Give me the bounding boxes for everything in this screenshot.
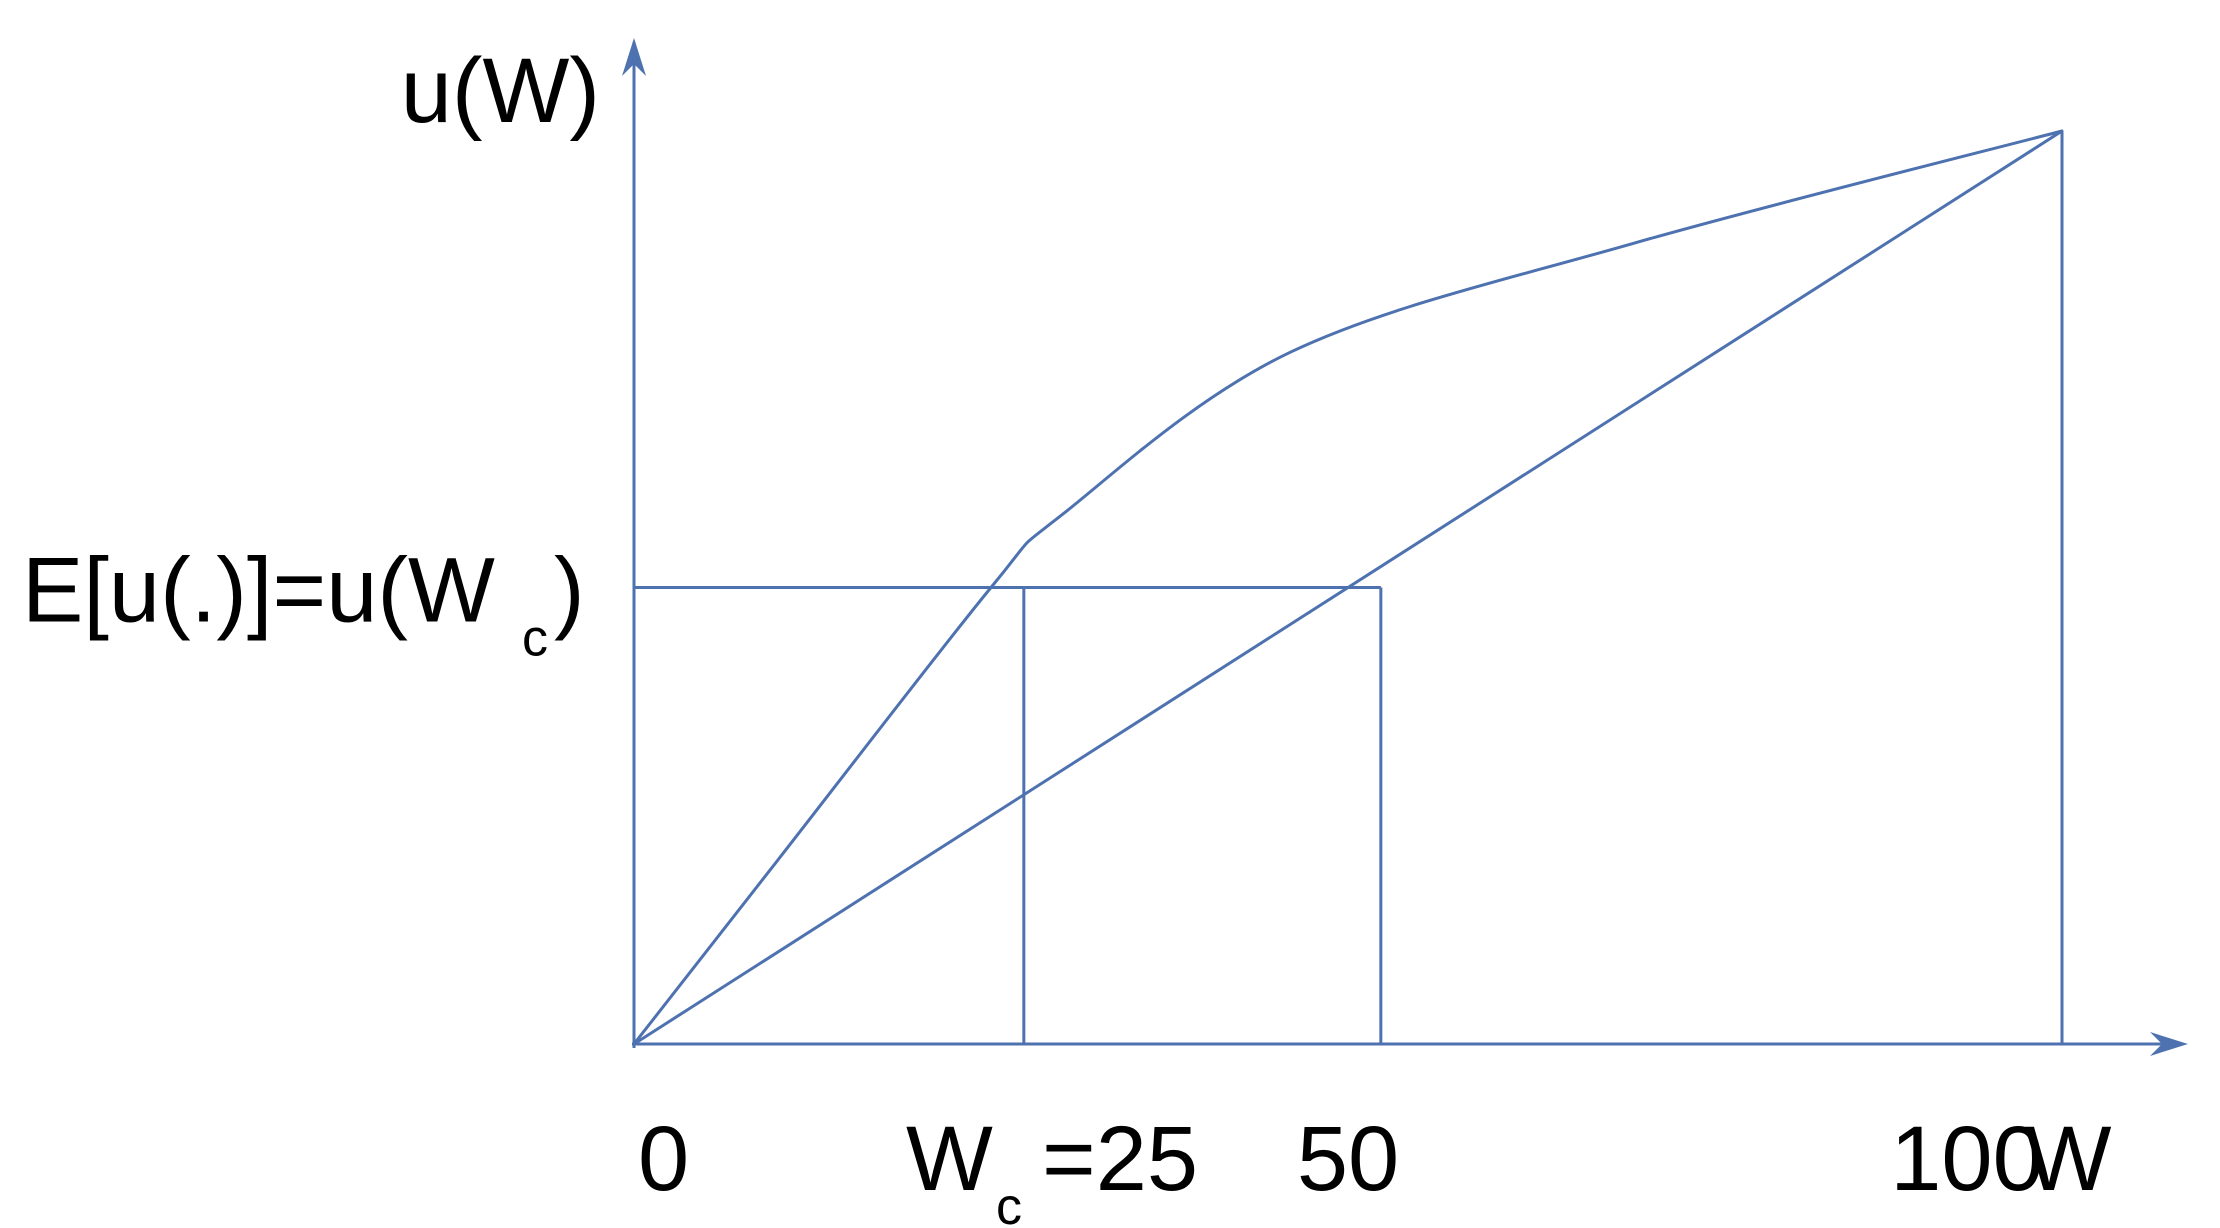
x-tick-label: 50 — [1297, 1108, 1399, 1210]
x-tick-label: 0 — [638, 1108, 689, 1210]
expected-utility-label: E[u(.)]=u(W — [22, 540, 495, 642]
y-axis-label: u(W) — [401, 40, 600, 142]
wc-tick-main: W — [906, 1108, 993, 1210]
wc-tick-value: =25 — [1042, 1108, 1198, 1210]
x-axis-arrowhead — [2150, 1032, 2188, 1056]
x-tick-label: 100 — [1890, 1108, 2044, 1210]
linear-chord-line — [633, 129, 2063, 1046]
y-axis-arrowhead — [622, 38, 646, 76]
utility-curve-line — [632, 129, 2064, 1046]
expected-utility-subscript: c — [522, 610, 548, 668]
x-axis-label: W — [2025, 1108, 2112, 1210]
expected-utility-paren: ) — [554, 540, 585, 642]
wc-tick-subscript: c — [996, 1178, 1022, 1228]
